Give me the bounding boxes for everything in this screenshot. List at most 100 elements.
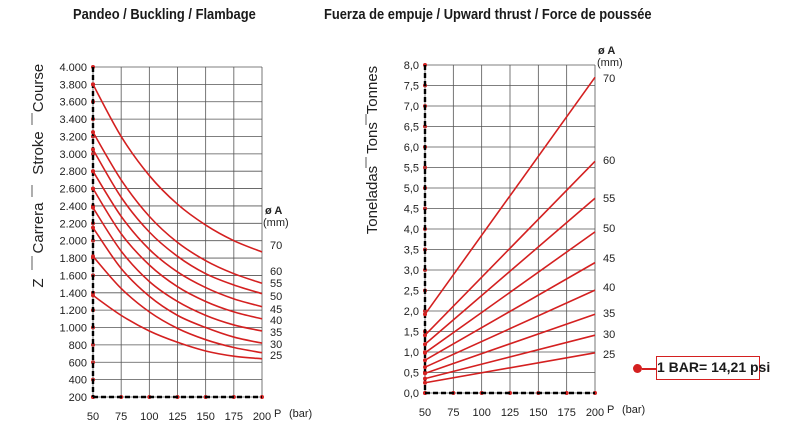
right-chart-y-tick-label: 3,5 <box>404 245 419 257</box>
right-chart-series-label-45: 45 <box>603 253 615 265</box>
right-chart-y-tick-label: 2,0 <box>404 306 419 318</box>
right-chart-series-label-60: 60 <box>603 155 615 167</box>
left-chart-y-tick-label: 400 <box>69 375 87 387</box>
left-chart-y-label-part: Z <box>30 278 47 287</box>
right-chart-series-25-start-dot <box>423 380 427 385</box>
right-chart-series-50-start-dot <box>423 350 427 355</box>
left-chart-x-tick-label: 150 <box>196 411 214 423</box>
left-chart-y-tick-label: 1.400 <box>59 288 87 300</box>
left-chart-series-50-start-dot <box>91 169 95 174</box>
left-chart-y-label-part: Carrera <box>30 202 47 254</box>
right-chart-series-label-70: 70 <box>603 73 615 85</box>
right-chart-y-tick-label: 8,0 <box>404 60 419 72</box>
left-chart-y-tick-label: 1.000 <box>59 323 87 335</box>
left-chart-series-label-45: 45 <box>270 304 282 316</box>
left-chart-series-label-30: 30 <box>270 339 282 351</box>
right-chart-y-tick-label: 2,5 <box>404 286 419 298</box>
left-chart-y-tick-label: 2.200 <box>59 218 87 230</box>
left-chart-y-tick-label: 3.400 <box>59 114 87 126</box>
right-chart-x-tick-label: 50 <box>419 407 431 419</box>
right-chart-series-label-55: 55 <box>603 193 615 205</box>
left-chart-series-70-start-dot <box>91 82 95 87</box>
left-chart-y-tick-label: 600 <box>69 357 87 369</box>
left-chart-y-tick-label: 1.600 <box>59 270 87 282</box>
left-chart-series-25-line <box>92 294 263 360</box>
left-chart-series-label-50: 50 <box>270 291 282 303</box>
right-chart-series-label-30: 30 <box>603 329 615 341</box>
right-chart-legend-title: ø A <box>598 45 615 57</box>
left-chart-y-tick-label: 4.000 <box>59 62 87 74</box>
right-chart-series-55-line <box>424 197 596 345</box>
left-chart-y-tick-label: 2.400 <box>59 201 87 213</box>
left-chart-title: Pandeo / Buckling / Flambage <box>73 6 256 23</box>
note-connector <box>642 368 656 370</box>
note-dot-icon <box>633 364 642 373</box>
right-chart-series-50-line <box>424 231 596 354</box>
right-chart-series-35-start-dot <box>423 371 427 376</box>
right-chart-y-tick-label: 7,0 <box>404 101 419 113</box>
right-chart-y-tick-label: 1,5 <box>404 327 419 339</box>
right-chart-x-tick-label: 175 <box>557 407 575 419</box>
left-chart-x-tick-label: 75 <box>115 411 127 423</box>
left-chart-x-label: P <box>274 408 281 420</box>
right-chart-series-60-line <box>424 160 596 336</box>
right-chart-series-label-35: 35 <box>603 308 615 320</box>
right-chart-series-40-line <box>424 289 596 368</box>
left-chart-series-35-start-dot <box>91 225 95 230</box>
right-chart-series-60-start-dot <box>423 333 427 338</box>
right-chart-y-tick-label: 0,5 <box>404 368 419 380</box>
left-chart-series-60-line <box>92 131 263 284</box>
right-chart-y-label-part: Toneladas <box>364 166 381 234</box>
left-chart-series-60-start-dot <box>91 130 95 135</box>
left-chart-y-tick-label: 2.600 <box>59 184 87 196</box>
right-chart-series-25-line <box>424 352 596 384</box>
left-chart-y-tick-label: 200 <box>69 392 87 404</box>
left-chart-x-unit: (bar) <box>289 408 312 420</box>
left-chart-y-tick-label: 2.800 <box>59 166 87 178</box>
right-chart-y-tick-label: 6,5 <box>404 122 419 134</box>
right-chart-y-tick-label: 4,5 <box>404 204 419 216</box>
conversion-note: 1 BAR= 14,21 psi <box>656 356 770 380</box>
right-chart-y-tick-label: 6,0 <box>404 142 419 154</box>
left-chart-y-tick-label: 1.800 <box>59 253 87 265</box>
left-chart-y-tick-label: 800 <box>69 340 87 352</box>
left-chart-series-55-line <box>92 149 263 295</box>
right-chart-legend-unit: (mm) <box>597 57 623 69</box>
left-chart-x-tick-label: 100 <box>140 411 158 423</box>
right-chart-y-label-part: Tons <box>364 122 381 154</box>
left-chart-y-tick-label: 3.600 <box>59 97 87 109</box>
left-chart-y-tick-label: 2.000 <box>59 236 87 248</box>
left-chart-series-label-35: 35 <box>270 327 282 339</box>
right-chart-y-tick-label: 4,0 <box>404 224 419 236</box>
left-chart-series-25-start-dot <box>91 293 95 298</box>
right-chart-series-label-40: 40 <box>603 282 615 294</box>
right-chart-x-tick-label: 150 <box>529 407 547 419</box>
right-chart-y-tick-label: 3,0 <box>404 265 419 277</box>
left-chart-series-label-40: 40 <box>270 315 282 327</box>
right-chart-title: Fuerza de empuje / Upward thrust / Force… <box>324 6 652 23</box>
left-chart-series-label-25: 25 <box>270 350 282 362</box>
right-chart-series-30-line <box>424 334 596 380</box>
left-chart-x-tick-label: 200 <box>253 411 271 423</box>
left-chart-y-tick-label: 3.200 <box>59 131 87 143</box>
left-chart-series-45-start-dot <box>91 186 95 191</box>
left-chart-series-35-line <box>92 227 263 344</box>
left-chart-series-40-start-dot <box>91 205 95 210</box>
right-chart-y-tick-label: 0,0 <box>404 388 419 400</box>
right-chart-series-70-start-dot <box>423 312 427 317</box>
right-chart-series-30-start-dot <box>423 376 427 381</box>
left-chart-series-50-line <box>92 170 263 308</box>
left-chart-series-40-line <box>92 207 263 332</box>
left-chart-y-tick-label: 3.000 <box>59 149 87 161</box>
right-chart-series-35-line <box>424 313 596 375</box>
right-chart-series-label-50: 50 <box>603 223 615 235</box>
right-chart-series-70-line <box>424 76 596 315</box>
right-chart-y-tick-label: 7,5 <box>404 81 419 93</box>
left-chart-series-label-70: 70 <box>270 240 282 252</box>
right-chart-x-tick-label: 75 <box>447 407 459 419</box>
left-chart-series-70-line <box>92 83 263 253</box>
right-chart-series-45-start-dot <box>423 358 427 363</box>
right-chart-y-tick-label: 5,5 <box>404 163 419 175</box>
left-chart-legend-title: ø A <box>265 205 282 217</box>
left-chart-x-tick-label: 175 <box>225 411 243 423</box>
